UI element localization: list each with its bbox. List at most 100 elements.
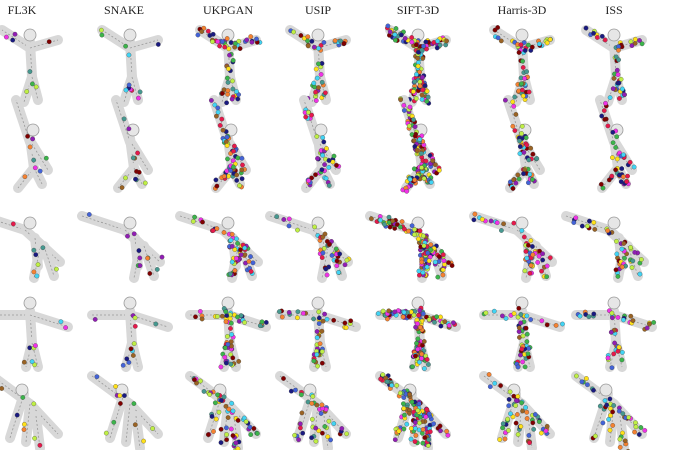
keypoint: [128, 346, 134, 352]
mesh-limb: [105, 389, 129, 443]
keypoint: [343, 325, 349, 331]
keypoint: [427, 429, 433, 435]
keypoint: [211, 429, 216, 434]
keypoint: [132, 422, 138, 428]
mesh-wire: [35, 415, 41, 449]
keypoint: [613, 145, 619, 150]
keypoint: [479, 216, 485, 222]
keypoint: [220, 39, 225, 45]
keypoint: [524, 331, 530, 337]
keypoint: [31, 157, 37, 163]
keypoint: [417, 308, 423, 313]
keypoint: [326, 158, 332, 163]
keypoint: [137, 263, 143, 268]
mesh-figure: [489, 25, 555, 107]
keypoint: [219, 116, 225, 122]
mesh-wire: [599, 99, 615, 143]
keypoint: [407, 391, 412, 397]
mesh-wire: [115, 99, 131, 143]
keypoint: [404, 421, 410, 427]
mesh-figure: [581, 25, 647, 107]
mesh-head: [515, 216, 529, 230]
keypoint: [511, 177, 517, 183]
keypoint: [492, 27, 498, 33]
mesh-figure: [275, 296, 361, 372]
keypoint: [417, 420, 422, 426]
keypoint: [225, 156, 230, 162]
keypoint: [512, 128, 518, 133]
keypoint: [235, 418, 241, 423]
keypoint: [239, 167, 245, 173]
keypoint: [233, 255, 239, 261]
keypoint: [516, 50, 522, 55]
keypoint: [617, 436, 623, 442]
keypoint: [507, 389, 513, 395]
keypoint: [437, 423, 443, 429]
keypoint: [224, 425, 229, 431]
keypoint: [323, 90, 328, 96]
keypoint: [316, 46, 321, 51]
keypoint: [511, 311, 517, 316]
keypoint: [122, 393, 127, 398]
keypoint: [633, 424, 639, 430]
keypoint: [611, 351, 617, 357]
keypoint: [286, 223, 292, 229]
keypoint: [521, 171, 526, 177]
mesh-wire: [133, 167, 143, 185]
keypoint: [382, 221, 387, 227]
keypoint: [224, 437, 229, 443]
keypoint: [517, 138, 522, 144]
keypoint: [518, 320, 524, 326]
keypoint: [592, 227, 598, 232]
keypoint: [320, 135, 326, 140]
keypoint: [34, 273, 40, 279]
keypoint: [225, 334, 230, 339]
mesh-head: [515, 28, 529, 42]
keypoint: [393, 26, 399, 31]
keypoint: [222, 345, 228, 351]
keypoint: [234, 178, 240, 183]
keypoint: [584, 376, 589, 381]
keypoint: [511, 103, 517, 109]
keypoint: [420, 427, 426, 432]
keypoint: [591, 220, 597, 225]
keypoint: [215, 314, 220, 319]
keypoint: [131, 341, 137, 346]
keypoint: [424, 357, 430, 362]
keypoint: [510, 186, 516, 191]
keypoint: [526, 242, 531, 248]
keypoint: [401, 309, 407, 315]
keypoint: [331, 421, 337, 426]
keypoint: [587, 218, 592, 224]
keypoint: [498, 38, 504, 44]
keypoint: [599, 113, 605, 119]
keypoint: [513, 112, 519, 117]
keypoint: [32, 165, 38, 171]
mesh-wire: [131, 143, 149, 171]
keypoint: [499, 228, 504, 233]
mesh-figure: [0, 296, 73, 372]
keypoint: [309, 416, 315, 422]
mesh-wire: [34, 237, 39, 267]
keypoint: [544, 423, 550, 429]
keypoint: [422, 366, 427, 371]
keypoint: [621, 241, 627, 246]
keypoint: [229, 400, 235, 406]
keypoint: [12, 31, 18, 37]
keypoint: [213, 416, 219, 422]
keypoint: [147, 271, 153, 276]
mesh-figure: [0, 375, 63, 450]
keypoint: [130, 353, 136, 358]
keypoint: [527, 171, 533, 177]
keypoint: [314, 134, 320, 139]
keypoint: [248, 34, 254, 39]
mesh-wire: [232, 237, 237, 267]
keypoint: [226, 66, 231, 72]
keypoint: [598, 181, 604, 187]
mesh-wire: [403, 99, 419, 143]
keypoint: [424, 407, 430, 412]
keypoint: [618, 76, 624, 82]
keypoint: [444, 38, 449, 44]
keypoint: [522, 364, 528, 370]
keypoint: [390, 218, 396, 224]
